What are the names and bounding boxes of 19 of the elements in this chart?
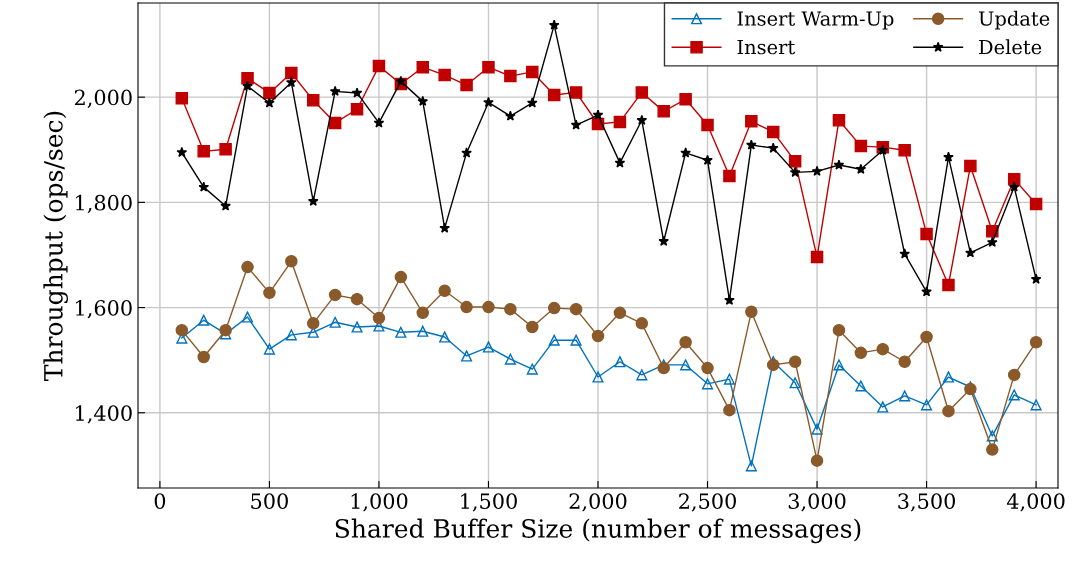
x-tick-label: 3,000 [788, 493, 846, 512]
y-tick-label: 1,600 [76, 300, 132, 319]
x-axis-title: Shared Buffer Size (number of messages) [335, 518, 861, 544]
legend-label: Insert [737, 39, 796, 55]
x-tick-label: 500 [251, 493, 288, 509]
x-tick-label: 0 [154, 493, 166, 509]
x-tick-label: 4,000 [1006, 493, 1065, 512]
x-tick-label: 2,000 [569, 493, 627, 512]
legend-label: Insert Warm-Up [737, 11, 894, 30]
x-tick-label: 1,000 [351, 493, 408, 512]
y-tick-label: 1,400 [76, 405, 132, 424]
y-tick-label: 2,000 [74, 89, 132, 108]
y-tick-label: 1,800 [76, 194, 132, 214]
x-tick-label: 1,500 [461, 493, 517, 512]
legend-label: Delete [979, 39, 1042, 55]
x-tick-label: 3,500 [898, 493, 956, 512]
y-axis-title: Throughput (ops/sec) [43, 111, 68, 382]
legend-label: Update [978, 10, 1050, 30]
x-tick-label: 2,500 [679, 493, 736, 512]
